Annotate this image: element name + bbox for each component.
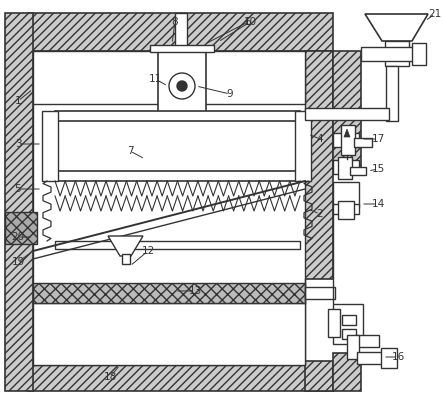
Bar <box>338 157 352 179</box>
Bar <box>5 13 33 391</box>
Bar <box>328 309 340 337</box>
Bar <box>295 111 311 181</box>
Bar <box>342 329 356 339</box>
Text: 5: 5 <box>15 184 21 194</box>
Bar <box>412 43 426 65</box>
Bar <box>333 182 359 207</box>
Bar <box>305 287 335 299</box>
Text: 2: 2 <box>317 209 323 219</box>
Bar <box>150 45 214 52</box>
Bar <box>175 13 187 51</box>
Bar <box>342 315 356 325</box>
Text: 12: 12 <box>141 246 155 256</box>
Bar <box>33 51 305 365</box>
Bar <box>381 348 397 368</box>
Bar <box>122 254 130 264</box>
Text: 3: 3 <box>15 139 21 149</box>
Text: 6: 6 <box>245 17 251 27</box>
Bar <box>347 335 359 359</box>
Text: 11: 11 <box>148 74 162 84</box>
Text: 4: 4 <box>317 134 323 144</box>
Text: 1: 1 <box>15 96 21 106</box>
Text: 9: 9 <box>227 89 233 99</box>
Text: 10: 10 <box>244 17 256 27</box>
Bar <box>350 167 366 175</box>
Bar <box>55 111 300 121</box>
Bar <box>305 51 333 279</box>
Text: 20: 20 <box>12 232 24 242</box>
Bar <box>33 51 305 104</box>
Polygon shape <box>108 236 143 256</box>
Circle shape <box>177 81 187 91</box>
Bar <box>338 201 354 219</box>
Bar <box>357 352 383 364</box>
Bar <box>42 111 58 181</box>
Text: 15: 15 <box>371 164 385 174</box>
Bar <box>33 303 305 365</box>
Bar <box>305 361 333 391</box>
Text: 13: 13 <box>188 286 202 296</box>
Bar <box>33 283 305 303</box>
Text: 16: 16 <box>391 352 404 362</box>
Bar <box>333 204 359 214</box>
Bar <box>55 241 300 249</box>
Bar <box>158 51 206 114</box>
Text: 14: 14 <box>371 199 385 209</box>
Bar <box>333 160 359 174</box>
Text: 7: 7 <box>127 146 133 156</box>
Bar <box>333 51 361 169</box>
Bar <box>55 171 300 181</box>
Text: 21: 21 <box>428 9 442 19</box>
Bar <box>385 41 409 66</box>
Bar <box>355 335 379 347</box>
Bar <box>5 212 37 244</box>
Polygon shape <box>344 129 350 137</box>
Text: 8: 8 <box>172 17 179 27</box>
Text: 19: 19 <box>12 257 25 267</box>
Bar <box>354 138 372 147</box>
Text: 18: 18 <box>103 372 117 382</box>
Bar <box>386 66 398 121</box>
Bar <box>341 125 355 155</box>
Bar <box>28 13 333 51</box>
Bar <box>33 51 305 365</box>
Text: 17: 17 <box>371 134 385 144</box>
Bar <box>305 108 389 120</box>
Bar <box>361 47 413 61</box>
Polygon shape <box>365 14 428 41</box>
Bar <box>333 353 361 391</box>
Bar <box>28 365 333 391</box>
Bar <box>333 133 359 147</box>
Bar <box>333 304 363 344</box>
Circle shape <box>169 73 195 99</box>
